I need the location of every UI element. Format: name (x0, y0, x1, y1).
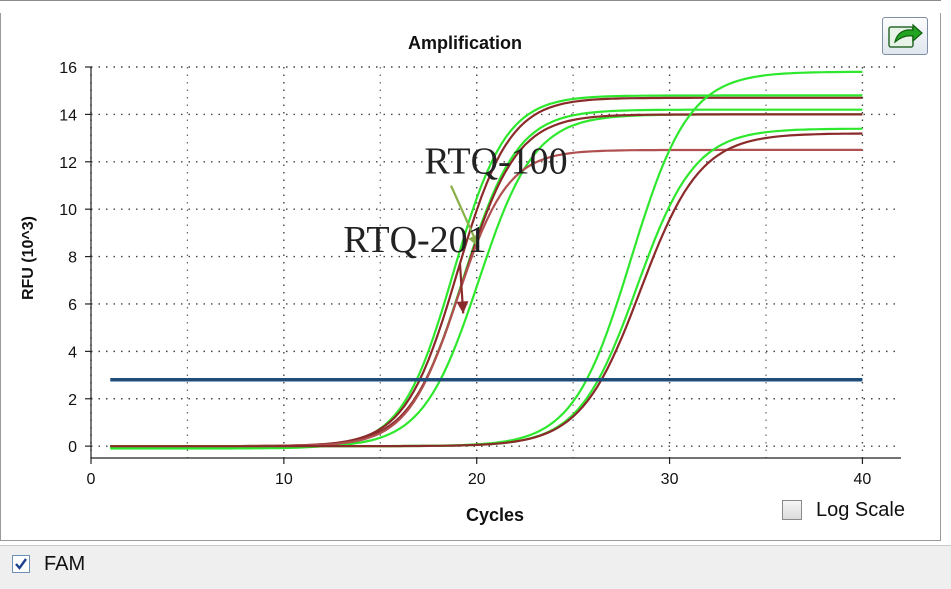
y-tick-label: 0 (68, 439, 77, 456)
y-tick-label: 16 (59, 60, 77, 77)
x-tick-label: 0 (87, 471, 96, 488)
x-axis-label: Cycles (466, 505, 524, 525)
export-arrow-icon (888, 23, 923, 48)
grid-layer (90, 66, 901, 458)
y-tick-label: 4 (68, 344, 77, 361)
chart-title: Amplification (408, 33, 522, 53)
annotation-label: RTQ-100 (424, 141, 567, 183)
y-tick-label: 14 (59, 107, 77, 124)
log-scale-checkbox[interactable] (782, 500, 802, 520)
y-tick-label: 2 (68, 392, 77, 409)
check-icon (15, 558, 27, 570)
amplification-curve[interactable] (110, 132, 863, 448)
annotation-layer: RTQ-100 RTQ-201 (343, 141, 568, 314)
x-tick-label: 20 (468, 471, 486, 488)
panel-top-border (0, 0, 941, 13)
y-tick-label: 12 (59, 155, 77, 172)
export-chart-button[interactable] (882, 17, 928, 55)
amplification-chart: Amplification 0 2 4 6 8 10 12 14 16 0 10 20 30 40 RTQ… (20, 33, 901, 525)
x-tick-label: 40 (854, 471, 872, 488)
fam-channel-label: FAM (44, 553, 86, 575)
y-tick-label: 6 (68, 297, 77, 314)
amplification-panel (0, 0, 941, 541)
y-axis-label: RFU (10^3) (20, 216, 37, 300)
fam-checkbox[interactable] (12, 555, 30, 573)
channel-bar (0, 545, 951, 589)
annotation-arrowhead (468, 233, 480, 248)
amplification-curve[interactable] (110, 148, 863, 448)
series-layer (110, 70, 863, 450)
annotation-label: RTQ-201 (343, 219, 486, 261)
x-tick-label: 10 (275, 471, 293, 488)
axis-layer: 0 2 4 6 8 10 12 14 16 0 10 20 30 40 (59, 60, 901, 488)
y-tick-label: 10 (59, 202, 77, 219)
annotation-arrowhead (456, 301, 469, 314)
x-tick-label: 30 (661, 471, 679, 488)
y-tick-label: 8 (68, 250, 77, 267)
log-scale-label: Log Scale (816, 499, 905, 521)
